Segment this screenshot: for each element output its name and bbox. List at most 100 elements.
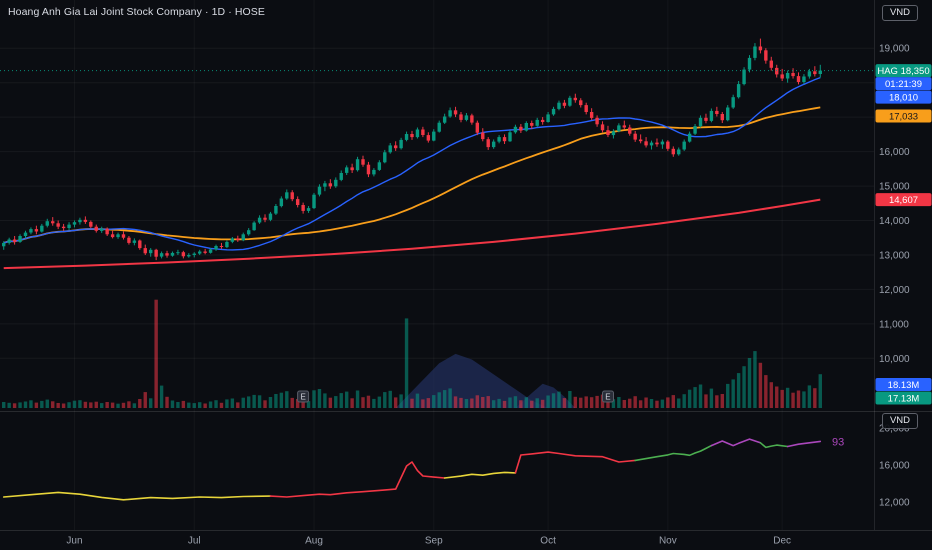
candle-body [268,213,273,220]
candle-body [442,116,447,123]
subpane-area[interactable] [0,412,874,530]
ma-mid-badge: 17,033 [875,109,932,123]
earnings-marker[interactable] [602,390,614,403]
candle-body [448,110,452,117]
candle-body [453,110,458,115]
price-axis[interactable] [874,0,932,530]
candle-body [334,179,338,187]
candle-body [644,141,648,146]
volume-bar [100,403,104,408]
main-pane-currency-button[interactable]: VND [882,5,918,21]
candle-body [208,249,213,253]
volume-bar [753,351,757,408]
volume-bar [655,400,659,408]
volume-bar [649,399,654,408]
ma-mid-badge-text: 17,033 [889,112,918,123]
volume-bar [208,401,213,408]
volume-bar [18,402,22,408]
volume-bar [687,389,692,408]
volume-bar [388,390,392,408]
volume-bar [404,318,409,408]
candle-body [519,126,523,131]
volume-bar [644,397,648,408]
candle-body [317,186,322,195]
volume-bar [448,388,452,408]
candle-body [176,252,180,254]
volume-bar [785,387,790,408]
volume-bar [459,397,463,408]
volume-bar [475,395,480,408]
candle-body [393,145,398,149]
time-axis-label: Sep [425,536,443,547]
volume-bar [502,400,507,408]
candle-body [361,159,365,165]
volume-bar [551,393,556,408]
candle-body [709,110,714,121]
volume-ma-badge-bg [875,391,932,405]
candle-body [187,255,191,257]
candle-body [677,149,681,155]
volume-bar [426,398,431,408]
volume-bar [758,362,763,408]
candle-body [807,71,812,77]
candle-body [34,229,39,232]
subpane-axis-label: 12,000 [879,498,910,509]
volume-bar [170,400,175,408]
candle-body [726,107,730,121]
ma-fast-badge-bg [875,90,932,104]
candle-body [165,253,169,256]
volume-bar [617,397,621,408]
last-price-badge-text: HAG 18,350 [877,66,929,77]
time-axis-label: Nov [659,536,677,547]
grid-layer [0,47,874,359]
candle-body [775,67,779,75]
volume-bar [764,375,768,408]
volume-bar [704,394,708,408]
volume-bar [334,396,338,408]
candle-body [121,234,126,238]
volume-bar [257,395,262,408]
indicator-line-segment [269,461,446,498]
candle-body [671,148,675,155]
candle-body [51,221,55,224]
candle-body [535,119,539,126]
candle-body [437,122,441,132]
volume-bar [214,400,218,408]
volume-bar [285,391,289,408]
candle-body [61,226,66,229]
candle-body [67,224,71,228]
candle-body [246,230,251,235]
volume-bar [584,396,588,408]
volume-bar [508,397,512,408]
volume-bar [519,400,523,408]
volume-bar [323,393,327,408]
candle-body [530,123,534,126]
volume-bar [165,396,169,408]
indicator-last-value: 93 [832,436,844,448]
volume-bar [595,395,599,408]
subpane-currency-button[interactable]: VND [882,413,918,429]
candle-body [426,135,431,141]
candle-body [502,137,507,142]
candle-body [263,217,267,220]
volume-bar [23,401,28,408]
main-chart-area[interactable] [0,0,874,410]
indicator-line-segment [514,451,636,474]
volume-bar [149,398,153,408]
candle-body [23,232,28,236]
earnings-marker[interactable] [297,390,310,403]
volume-bar [263,400,267,408]
candle-body [421,129,425,135]
time-axis[interactable] [0,531,932,550]
volume-bar [579,397,583,408]
volume-bar [295,399,300,408]
volume-bar [671,395,675,408]
volume-bar [524,397,529,408]
volume-bar [677,398,681,408]
volume-bar [818,374,822,408]
candle-body [312,194,316,209]
volume-bar [557,391,561,408]
candle-body [747,57,752,70]
volume-bar [306,401,311,408]
